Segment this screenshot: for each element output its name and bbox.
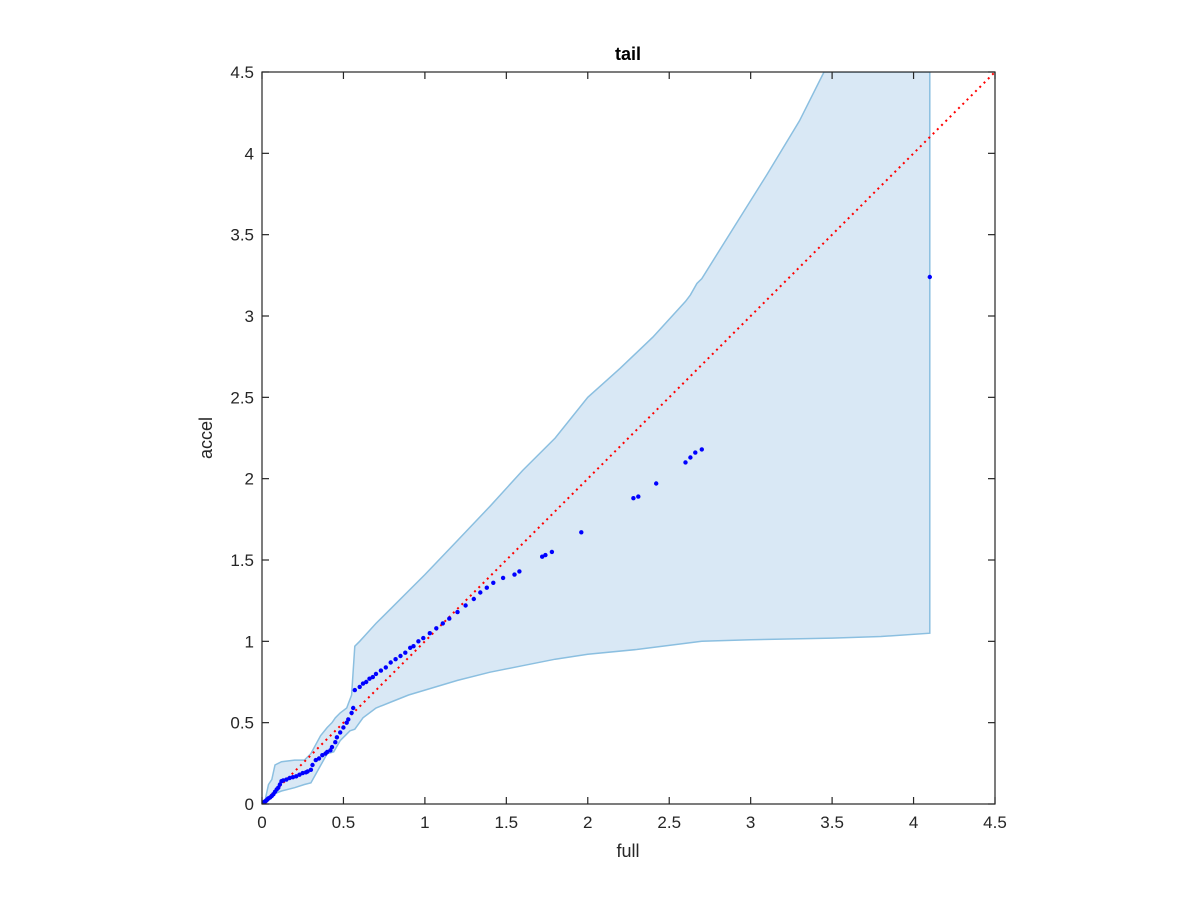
y-tick-label-0: 0: [245, 795, 254, 814]
x-tick-label-4: 2: [583, 813, 592, 832]
data-point-56: [403, 650, 408, 655]
data-point-35: [329, 744, 335, 750]
axes-box: [261, 71, 996, 805]
y-tick-label-7: 3.5: [230, 226, 254, 245]
confidence-band: [262, 72, 931, 804]
data-point-54: [393, 657, 398, 662]
data-point-65: [455, 609, 460, 615]
x-tick-label-6: 3: [746, 813, 755, 832]
x-tick-label-3: 1.5: [495, 813, 519, 832]
data-point-83: [693, 450, 698, 455]
data-point-57: [408, 645, 413, 650]
data-point-78: [631, 496, 636, 501]
data-point-66: [463, 603, 468, 608]
x-tick-label-8: 4: [909, 813, 918, 832]
data-point-68: [478, 590, 483, 595]
data-point-61: [427, 631, 432, 636]
data-point-45: [357, 684, 362, 690]
data-point-79: [636, 494, 641, 499]
data-point-71: [500, 575, 506, 581]
data-point-38: [338, 730, 343, 735]
data-point-53: [388, 660, 393, 665]
x-tick-label-2: 1: [420, 813, 429, 832]
data-point-40: [344, 720, 349, 725]
y-tick-label-5: 2.5: [230, 388, 254, 407]
data-point-24: [300, 770, 305, 776]
data-point-51: [378, 668, 384, 673]
data-point-60: [421, 635, 426, 641]
data-point-37: [334, 735, 340, 740]
chart-title: tail: [615, 44, 641, 64]
data-point-73: [517, 569, 522, 574]
data-point-58: [411, 644, 416, 649]
x-tick-label-7: 3.5: [820, 813, 844, 832]
reference-line: [262, 72, 995, 804]
data-point-19: [284, 777, 289, 782]
data-point-84: [699, 447, 704, 452]
data-point-69: [484, 585, 489, 590]
data-point-67: [471, 596, 476, 602]
data-point-55: [398, 653, 403, 659]
y-axis-ticks: 0 0.5 1 1.5 2 2.5 3 3.5 4 4.5: [230, 63, 995, 814]
data-point-48: [367, 676, 372, 681]
data-point-39: [341, 725, 346, 730]
data-points: [262, 274, 932, 804]
y-axis-label: accel: [196, 417, 216, 459]
y-tick-label-4: 2: [245, 470, 254, 489]
data-point-42: [349, 710, 354, 716]
data-point-47: [364, 679, 369, 685]
data-point-72: [512, 572, 517, 577]
data-point-77: [579, 530, 584, 535]
plot-area: [262, 72, 995, 804]
data-point-49: [370, 674, 375, 680]
data-point-28: [310, 762, 315, 768]
data-point-64: [447, 616, 452, 621]
y-tick-label-8: 4: [245, 144, 254, 163]
data-point-85: [927, 274, 932, 280]
y-tick-label-6: 3: [245, 307, 254, 326]
data-point-44: [352, 687, 357, 693]
data-point-30: [316, 756, 322, 761]
data-point-80: [654, 481, 659, 486]
data-point-76: [549, 549, 555, 555]
x-tick-label-5: 2.5: [657, 813, 681, 832]
x-tick-label-0: 0: [257, 813, 266, 832]
data-point-82: [688, 455, 693, 460]
y-tick-label-1: 0.5: [230, 714, 254, 733]
data-point-26: [305, 769, 310, 774]
data-point-52: [383, 665, 388, 670]
data-point-59: [416, 639, 421, 644]
data-point-22: [294, 774, 299, 779]
data-point-43: [351, 705, 356, 711]
y-tick-label-3: 1.5: [230, 551, 254, 570]
data-point-41: [346, 717, 351, 722]
data-point-36: [333, 740, 338, 745]
data-point-16: [277, 782, 283, 787]
data-point-21: [290, 775, 296, 780]
data-point-27: [308, 767, 314, 772]
x-axis-label: full: [616, 841, 639, 861]
data-point-62: [434, 626, 439, 631]
data-point-70: [491, 580, 496, 585]
data-point-50: [373, 671, 379, 677]
data-point-63: [440, 621, 445, 626]
x-axis-ticks: 0 0.5 1 1.5 2 2.5 3 3.5 4 4.5: [257, 72, 1007, 832]
y-tick-label-2: 1: [245, 632, 254, 651]
data-point-81: [683, 460, 688, 465]
y-tick-label-9: 4.5: [230, 63, 254, 82]
data-point-75: [543, 552, 548, 558]
x-tick-label-1: 0.5: [332, 813, 356, 832]
x-tick-label-9: 4.5: [983, 813, 1007, 832]
